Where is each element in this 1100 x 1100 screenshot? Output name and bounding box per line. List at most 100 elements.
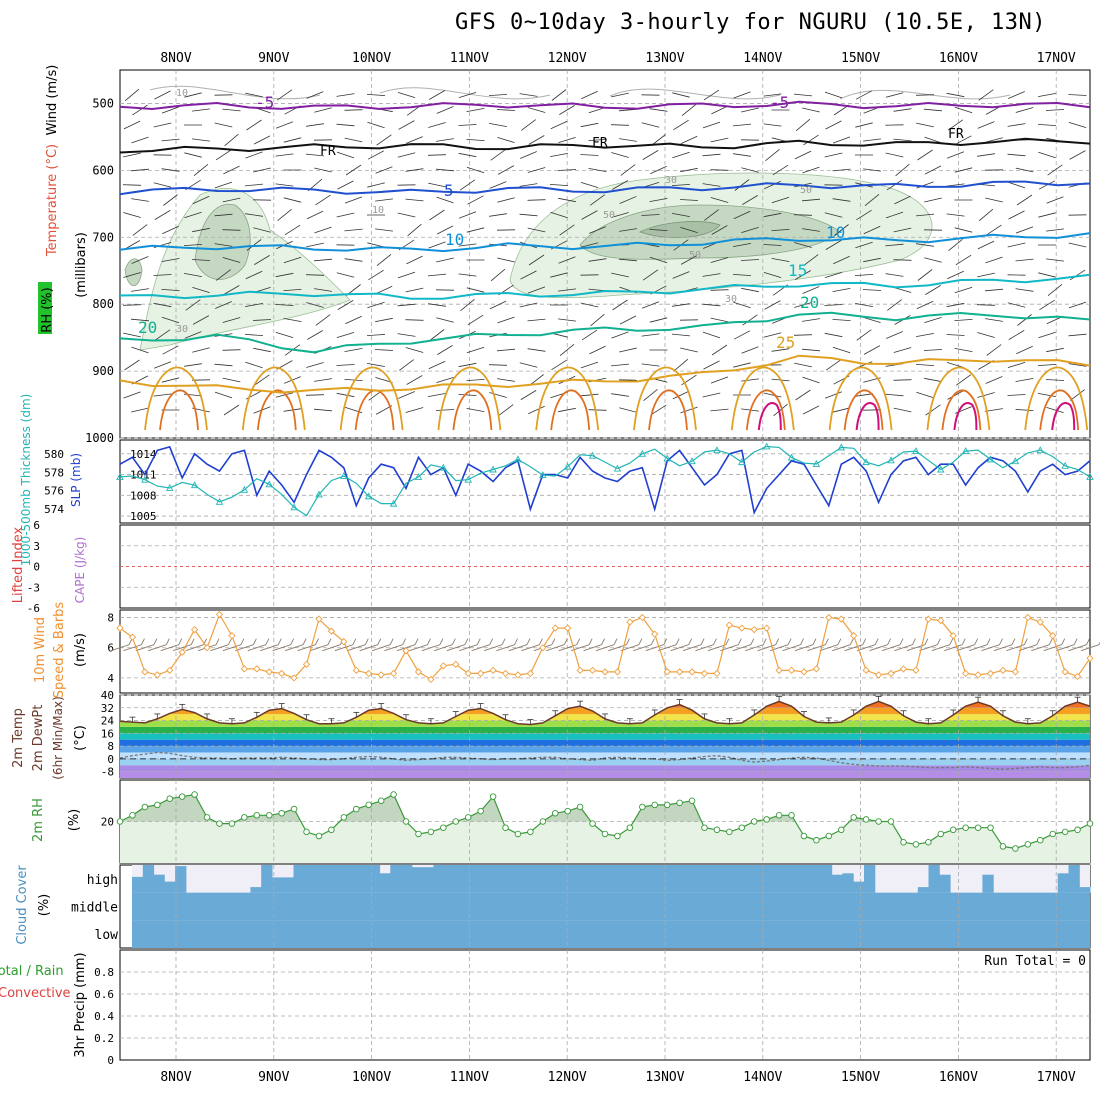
wind-barb — [645, 644, 664, 652]
rh-point — [1074, 826, 1081, 834]
cloud-high-bar — [573, 865, 585, 893]
thickness-point — [190, 481, 199, 489]
wind-barb — [924, 377, 942, 383]
wind-speed-point — [651, 630, 659, 638]
wind-barb — [124, 88, 140, 102]
wind-barb — [402, 638, 406, 645]
cloud-level-label: high — [87, 873, 118, 888]
rh-point — [726, 828, 733, 836]
rh-point — [639, 803, 646, 811]
ytick: 1005 — [130, 510, 157, 523]
wind-barb — [131, 198, 149, 202]
temp-contour-35 — [452, 389, 493, 431]
rh-point — [353, 805, 360, 813]
wind-barb — [1015, 288, 1034, 292]
wind-barb — [923, 349, 943, 351]
wind-barb — [519, 302, 538, 308]
wind-barb — [1043, 644, 1062, 652]
rh-point — [203, 814, 211, 821]
wind-barb — [947, 270, 964, 280]
wind-barb — [397, 212, 416, 218]
wind-barb — [458, 92, 477, 98]
wind-barb — [702, 121, 721, 129]
thickness-ytick: 580 — [44, 448, 64, 461]
rh-legend-swatch — [38, 282, 52, 334]
wind-barb — [887, 638, 891, 645]
rh-point — [1037, 836, 1044, 844]
wind-barb — [1007, 123, 1026, 127]
wind-speed-point — [402, 647, 410, 655]
wind-barb — [1011, 638, 1016, 645]
wind-barb — [384, 644, 403, 652]
wind-barb — [984, 288, 1004, 292]
wind-barb — [520, 390, 537, 400]
day-label-bottom: 8NOV — [160, 1070, 191, 1085]
wind-barb — [313, 258, 333, 262]
rh-point — [875, 818, 882, 825]
thickness-point — [912, 447, 920, 455]
cloud-high-bar — [982, 874, 994, 893]
wind-barb — [773, 403, 788, 417]
wind-barb — [824, 391, 843, 399]
profile-ytick: 500 — [92, 96, 114, 110]
wind-barb — [435, 168, 455, 172]
wind-barb — [344, 228, 363, 232]
wind-barb — [223, 285, 240, 295]
wind-barb — [1038, 272, 1056, 278]
rh-point — [775, 812, 783, 819]
wind-barb — [993, 644, 1013, 652]
wind-label-1: 10m Wind — [33, 617, 48, 683]
cloud-high-bar — [648, 865, 660, 893]
wind-barb — [527, 227, 546, 233]
wind-barb — [763, 392, 782, 398]
wind-barb — [700, 638, 705, 645]
temp-band — [120, 752, 1090, 759]
wind-barb — [619, 347, 637, 353]
cloud-high-bar — [767, 865, 779, 893]
wind-barb — [725, 638, 730, 645]
wind-barb — [672, 390, 690, 400]
rh-point — [949, 826, 957, 834]
rh-point — [589, 820, 596, 827]
wind-barb — [710, 257, 729, 263]
wind-barb — [297, 644, 316, 652]
wind-barb — [275, 183, 294, 187]
wind-barb — [235, 644, 254, 652]
thickness-point — [812, 460, 821, 467]
wind-barb — [946, 302, 965, 308]
thickness-point — [315, 490, 323, 498]
wind-barb — [345, 315, 362, 325]
wind-barb — [611, 152, 629, 158]
wind-barb — [793, 93, 813, 97]
wind-barb — [680, 255, 698, 265]
thickness-point — [240, 485, 249, 493]
day-label-bottom: 16NOV — [939, 1070, 978, 1085]
temp-band — [120, 758, 1090, 766]
wind-barb — [595, 644, 615, 652]
wind-speed-point — [837, 615, 845, 623]
wind-barb — [589, 194, 606, 206]
wind-barb — [611, 272, 629, 278]
wind-barb — [974, 638, 979, 645]
wind-barb — [832, 168, 851, 172]
wind-barb — [618, 258, 638, 262]
wind-barb — [222, 317, 241, 323]
contour-label: 15 — [788, 261, 807, 280]
rh-point — [141, 803, 149, 811]
temp-band — [120, 720, 1090, 727]
wind-barb — [672, 213, 690, 217]
wind-barb — [740, 259, 760, 261]
wind-barb — [526, 638, 531, 645]
wind-barb — [642, 269, 659, 281]
cloud-high-bar — [670, 865, 682, 893]
temp-band — [120, 726, 1090, 734]
rh-point — [427, 828, 435, 836]
temp-contour-40 — [953, 402, 978, 431]
wind-barb — [222, 349, 241, 351]
wind-barb — [741, 287, 759, 293]
wind-barb — [488, 94, 508, 96]
wind-barb — [1038, 212, 1056, 218]
rh-point — [738, 824, 746, 831]
wind-barb — [710, 376, 729, 384]
wind-barb — [915, 94, 935, 96]
